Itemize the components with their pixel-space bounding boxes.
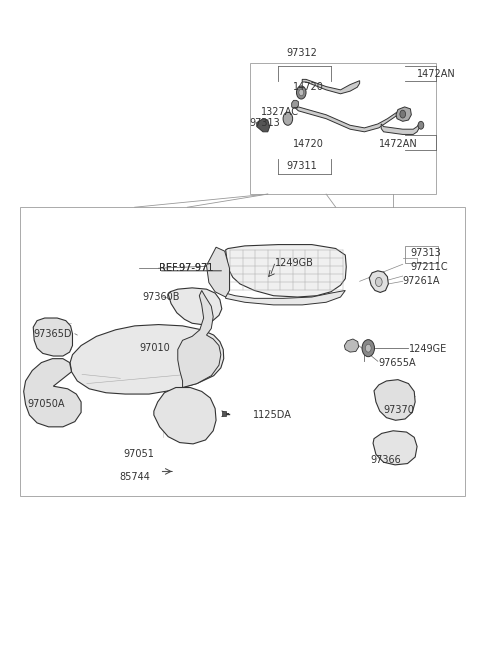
Text: 97370: 97370 bbox=[384, 405, 414, 415]
Polygon shape bbox=[292, 101, 299, 108]
Text: REF.97-971: REF.97-971 bbox=[158, 263, 213, 273]
Circle shape bbox=[418, 122, 424, 129]
Bar bbox=[20, 207, 465, 495]
Text: 97312: 97312 bbox=[287, 48, 318, 58]
Text: 85744: 85744 bbox=[120, 472, 150, 482]
Circle shape bbox=[297, 86, 306, 99]
Bar bbox=[405, 246, 438, 263]
Polygon shape bbox=[33, 318, 72, 356]
Text: 14720: 14720 bbox=[293, 82, 324, 92]
Text: 1249GB: 1249GB bbox=[275, 258, 313, 268]
Text: 97010: 97010 bbox=[140, 343, 170, 353]
Text: 97211C: 97211C bbox=[410, 262, 447, 272]
Polygon shape bbox=[168, 288, 222, 325]
Circle shape bbox=[400, 110, 406, 118]
Text: 97360B: 97360B bbox=[142, 292, 180, 302]
Text: 1472AN: 1472AN bbox=[379, 139, 418, 148]
Polygon shape bbox=[206, 247, 229, 297]
Polygon shape bbox=[226, 244, 346, 297]
Text: 1472AN: 1472AN bbox=[417, 69, 456, 79]
Text: 97655A: 97655A bbox=[379, 358, 417, 368]
Text: 1327AC: 1327AC bbox=[261, 107, 299, 117]
Polygon shape bbox=[396, 107, 411, 122]
Text: 97051: 97051 bbox=[124, 449, 155, 459]
Polygon shape bbox=[374, 380, 415, 420]
Polygon shape bbox=[296, 107, 398, 132]
Text: 97365D: 97365D bbox=[33, 328, 72, 339]
Circle shape bbox=[365, 344, 371, 352]
Polygon shape bbox=[373, 431, 417, 465]
Circle shape bbox=[283, 112, 293, 125]
Text: 97313: 97313 bbox=[250, 118, 280, 128]
Text: REF.97-971: REF.97-971 bbox=[158, 263, 213, 273]
Circle shape bbox=[299, 89, 304, 96]
Polygon shape bbox=[154, 388, 216, 444]
Circle shape bbox=[362, 340, 374, 357]
Polygon shape bbox=[24, 359, 81, 427]
Polygon shape bbox=[222, 411, 226, 417]
Polygon shape bbox=[257, 119, 270, 132]
Text: 97261A: 97261A bbox=[403, 276, 440, 286]
Text: 1249GE: 1249GE bbox=[409, 344, 448, 355]
Polygon shape bbox=[369, 271, 388, 292]
Circle shape bbox=[375, 277, 382, 286]
Text: 97366: 97366 bbox=[371, 455, 401, 464]
Text: 1125DA: 1125DA bbox=[253, 410, 292, 420]
Polygon shape bbox=[302, 79, 360, 94]
Text: 97313: 97313 bbox=[410, 248, 441, 258]
Bar bbox=[250, 63, 436, 194]
Polygon shape bbox=[178, 290, 221, 388]
Polygon shape bbox=[381, 123, 420, 135]
Polygon shape bbox=[226, 290, 345, 305]
Text: 97311: 97311 bbox=[287, 161, 318, 171]
Polygon shape bbox=[70, 325, 224, 394]
Text: 14720: 14720 bbox=[293, 139, 324, 148]
Polygon shape bbox=[344, 339, 359, 352]
Text: 97050A: 97050A bbox=[27, 399, 64, 409]
